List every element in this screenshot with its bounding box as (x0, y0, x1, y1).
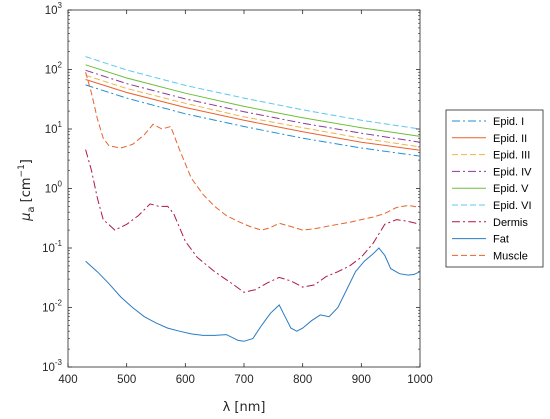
series-line-8 (85, 72, 421, 231)
y-axis-label-unit-exp: −1 (17, 164, 27, 177)
y-axis-label-unit-end: ] (19, 159, 34, 164)
y-axis-label-unit: [cm (19, 177, 34, 206)
legend-label: Dermis (493, 217, 528, 229)
y-tick-label: 10-2 (42, 299, 62, 315)
x-axis-label: λ [nm] (223, 400, 266, 415)
series-line-0 (85, 84, 421, 157)
series-line-5 (85, 56, 421, 130)
y-tick-label: 103 (45, 1, 63, 17)
y-tick-label: 10-1 (42, 239, 62, 255)
series-line-4 (85, 64, 421, 137)
series-layer (85, 56, 421, 342)
x-tick-label: 600 (176, 374, 195, 386)
legend-label: Epid. IV (493, 166, 532, 178)
x-tick-label: 700 (234, 374, 253, 386)
series-line-1 (85, 79, 421, 151)
x-tick-label: 800 (293, 374, 312, 386)
x-tick-label: 900 (352, 374, 371, 386)
y-axis-label-sub: a (26, 206, 37, 212)
legend-label: Epid. V (493, 183, 529, 195)
y-tick-label: 102 (45, 61, 63, 77)
x-axis: 400 500 600 700 800 900 1000 (58, 10, 433, 386)
x-tick-label: 400 (58, 374, 77, 386)
legend-label: Epid. III (493, 150, 530, 162)
legend-label: Epid. II (493, 133, 527, 145)
y-tick-label: 10-3 (42, 358, 62, 374)
series-line-7 (85, 247, 421, 342)
legend-entries: Epid. I Epid. II Epid. III Epid. IV Epid. V E… (452, 116, 532, 262)
series-line-3 (85, 69, 421, 143)
legend-label: Fat (493, 234, 509, 246)
y-axis-label-mu: μ (19, 213, 34, 222)
legend: Epid. I Epid. II Epid. III Epid. IV Epid. V E… (445, 109, 544, 268)
series-line-2 (85, 74, 421, 148)
x-tick-label: 500 (117, 374, 136, 386)
plot-area (67, 9, 421, 368)
legend-label: Muscle (493, 250, 528, 262)
y-axis-label: μa [cm−1] (17, 159, 37, 222)
legend-label: Epid. VI (493, 200, 532, 212)
x-tick-label: 1000 (407, 374, 433, 386)
legend-label: Epid. I (493, 116, 524, 128)
series-line-6 (85, 149, 421, 293)
y-tick-label: 100 (45, 180, 63, 196)
y-tick-label: 101 (45, 120, 63, 136)
y-axis: 10-3 10-2 10-1 100 101 102 103 (42, 1, 420, 374)
